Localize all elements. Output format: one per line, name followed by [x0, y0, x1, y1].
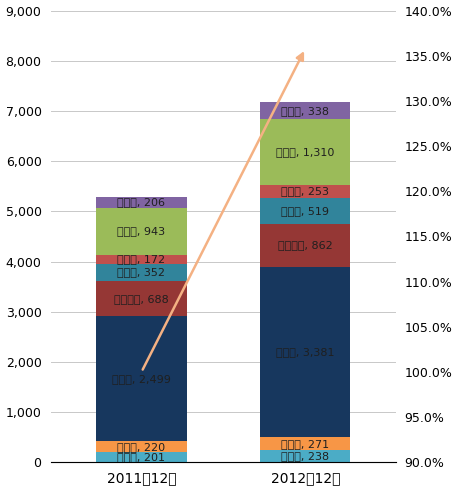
Text: 愛知県, 519: 愛知県, 519 — [281, 206, 329, 216]
Text: 京都府, 253: 京都府, 253 — [281, 187, 329, 196]
Bar — [96, 316, 186, 441]
Text: 東京都, 3,381: 東京都, 3,381 — [276, 347, 335, 357]
Bar — [260, 450, 350, 463]
Text: 兵庫県, 338: 兵庫県, 338 — [281, 106, 329, 116]
Bar — [260, 119, 350, 185]
Bar — [96, 452, 186, 463]
Bar — [96, 281, 186, 316]
Bar — [96, 208, 186, 255]
Bar — [260, 267, 350, 437]
Bar — [260, 102, 350, 119]
Text: 埼玉県, 201: 埼玉県, 201 — [117, 452, 165, 463]
Text: 千葉県, 271: 千葉県, 271 — [281, 438, 329, 449]
Text: 東京都, 2,499: 東京都, 2,499 — [112, 374, 171, 383]
Text: 兵庫県, 206: 兵庫県, 206 — [117, 197, 165, 207]
Bar — [260, 185, 350, 198]
Bar — [96, 264, 186, 281]
Text: 愛知県, 352: 愛知県, 352 — [117, 268, 165, 277]
Bar — [260, 437, 350, 450]
Bar — [260, 198, 350, 224]
Text: 大阪府, 1,310: 大阪府, 1,310 — [276, 147, 334, 157]
Bar — [96, 197, 186, 208]
Text: 大阪府, 943: 大阪府, 943 — [117, 226, 165, 236]
Text: 埼玉県, 238: 埼玉県, 238 — [281, 451, 329, 462]
Bar — [96, 441, 186, 452]
Bar — [96, 255, 186, 264]
Text: 千葉県, 220: 千葉県, 220 — [117, 442, 165, 452]
Text: 神奈川県, 862: 神奈川県, 862 — [278, 241, 333, 250]
Text: 神奈川県, 688: 神奈川県, 688 — [114, 294, 169, 303]
Bar — [260, 224, 350, 267]
Text: 京都府, 172: 京都府, 172 — [117, 254, 165, 264]
